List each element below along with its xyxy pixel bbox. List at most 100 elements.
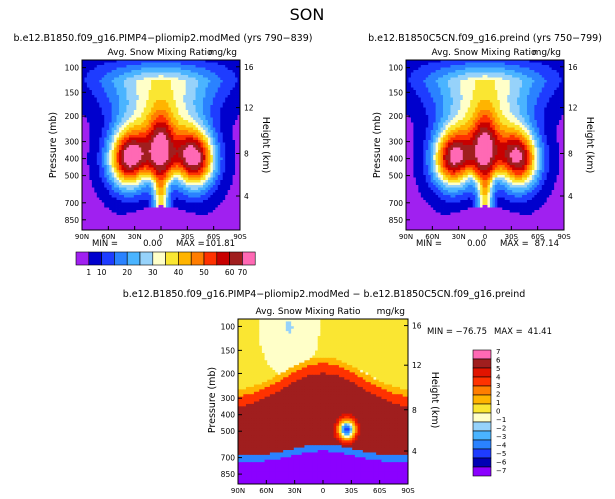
contour-cell — [183, 165, 187, 168]
contour-cell — [232, 205, 236, 208]
contour-cell — [531, 60, 535, 63]
contour-cell — [430, 62, 434, 66]
contour-cell — [509, 65, 513, 68]
contour-cell — [91, 185, 95, 188]
contour-cell — [232, 80, 236, 83]
contour-cell — [123, 112, 127, 116]
contour-cell — [89, 82, 93, 86]
contour-cell — [188, 102, 192, 106]
contour-cell — [222, 145, 226, 148]
contour-cell — [232, 192, 236, 196]
contour-cell — [141, 135, 145, 138]
contour-cell — [151, 72, 154, 76]
contour-cell — [222, 112, 226, 116]
contour-cell — [123, 192, 127, 196]
contour-cell — [173, 190, 177, 193]
contour-cell — [86, 145, 90, 148]
contour-cell — [220, 162, 224, 166]
contour-cell — [190, 147, 194, 151]
contour-cell — [86, 210, 90, 213]
contour-cell — [205, 150, 209, 153]
contour-cell — [126, 87, 130, 91]
contour-cell — [180, 147, 184, 151]
contour-cell — [230, 212, 233, 216]
contour-cell — [205, 165, 209, 168]
contour-cell — [539, 67, 543, 71]
contour-cell — [460, 77, 464, 81]
contour-cell — [232, 100, 236, 103]
contour-cell — [225, 107, 229, 111]
contour-cell — [121, 62, 125, 66]
contour-cell — [168, 117, 172, 121]
contour-cell — [156, 195, 159, 198]
contour-cell — [151, 185, 154, 188]
contour-cell — [220, 220, 224, 223]
contour-cell — [121, 205, 125, 208]
contour-cell — [101, 82, 105, 86]
contour-cell — [99, 72, 103, 76]
contour-cell — [111, 200, 115, 203]
contour-cell — [225, 112, 229, 116]
contour-cell — [235, 97, 238, 101]
contour-cell — [180, 132, 184, 136]
contour-cell — [188, 195, 192, 198]
contour-cell — [178, 72, 182, 76]
contour-cell — [82, 147, 85, 151]
contour-cell — [178, 112, 182, 116]
contour-cell — [146, 130, 150, 133]
contour-cell — [146, 135, 150, 138]
contour-cell — [198, 110, 201, 113]
contour-cell — [447, 72, 451, 76]
contour-cell — [205, 197, 209, 201]
contour-cell — [133, 185, 137, 188]
contour-cell — [519, 77, 523, 81]
contour-cell — [151, 202, 154, 206]
contour-cell — [86, 200, 90, 203]
contour-cell — [190, 60, 194, 63]
contour-cell — [230, 227, 233, 230]
contour-cell — [529, 77, 533, 81]
contour-cell — [190, 152, 194, 156]
contour-cell — [217, 62, 221, 66]
contour-cell — [470, 80, 474, 83]
contour-cell — [148, 195, 152, 198]
contour-cell — [457, 75, 461, 78]
contour-cell — [161, 195, 164, 198]
contour-cell — [119, 147, 122, 151]
contour-cell — [207, 207, 211, 211]
contour-cell — [408, 67, 412, 71]
contour-cell — [119, 220, 122, 223]
contour-cell — [232, 127, 236, 131]
contour-cell — [163, 195, 167, 198]
contour-cell — [489, 62, 493, 66]
contour-cell — [104, 100, 108, 103]
contour-cell — [220, 135, 224, 138]
contour-cell — [161, 145, 164, 148]
contour-cell — [143, 190, 147, 193]
contour-cell — [193, 227, 196, 230]
contour-cell — [220, 67, 224, 71]
contour-cell — [123, 137, 127, 141]
contour-cell — [200, 185, 204, 188]
contour-cell — [227, 60, 231, 63]
contour-cell — [163, 75, 167, 78]
contour-cell — [131, 217, 135, 221]
contour-cell — [413, 60, 417, 63]
contour-cell — [106, 115, 110, 118]
contour-cell — [153, 100, 157, 103]
contour-cell — [190, 122, 194, 126]
contour-cell — [104, 185, 108, 188]
contour-cell — [136, 147, 140, 151]
contour-cell — [200, 152, 204, 156]
contour-cell — [138, 112, 142, 116]
contour-cell — [163, 120, 167, 123]
contour-cell — [465, 75, 469, 78]
contour-cell — [143, 170, 147, 173]
contour-cell — [153, 80, 157, 83]
contour-cell — [178, 142, 182, 146]
contour-cell — [212, 77, 216, 81]
contour-cell — [143, 95, 147, 98]
contour-cell — [104, 165, 108, 168]
contour-cell — [99, 177, 103, 181]
contour-cell — [138, 107, 142, 111]
